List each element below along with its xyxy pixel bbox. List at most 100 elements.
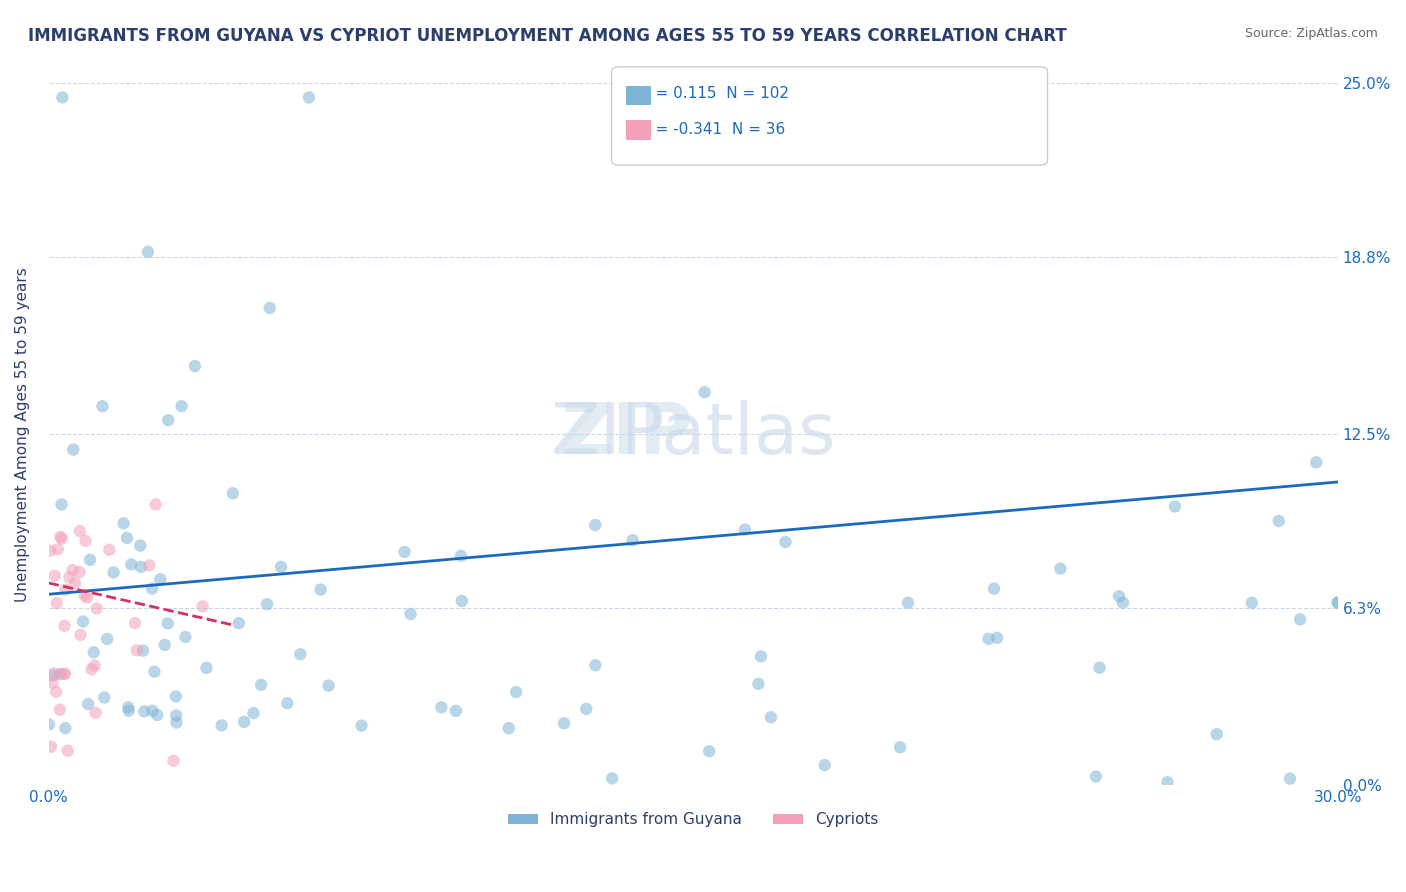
Point [1084,770,1107,784]
Point [1049,561,1071,575]
Point [1326,596,1348,610]
Point [1156,775,1178,789]
Point [814,758,837,772]
Point [444,704,467,718]
Point [58,570,80,584]
Point [184,359,207,373]
Point [1205,727,1227,741]
Point [69,524,91,538]
Point [129,560,152,574]
Point [69,565,91,579]
Point [73,589,96,603]
Point [276,696,298,710]
Point [165,690,187,704]
Point [143,665,166,679]
Point [38,717,60,731]
Point [450,594,472,608]
Point [84,706,107,720]
Point [165,708,187,723]
Point [1164,500,1187,514]
Point [1289,612,1312,626]
Point [600,772,623,786]
Point [83,658,105,673]
Point [259,301,281,315]
Point [162,754,184,768]
Point [394,545,416,559]
Point [250,678,273,692]
Point [583,518,606,533]
Point [450,549,472,563]
Point [72,615,94,629]
Point [75,533,97,548]
Point [80,662,103,676]
Point [1326,596,1348,610]
Point [270,560,292,574]
Point [134,704,156,718]
Point [53,667,76,681]
Point [1240,596,1263,610]
Point [56,744,79,758]
Text: IMMIGRANTS FROM GUYANA VS CYPRIOT UNEMPLOYMENT AMONG AGES 55 TO 59 YEARS CORRELA: IMMIGRANTS FROM GUYANA VS CYPRIOT UNEMPL… [28,27,1067,45]
Point [734,523,756,537]
Point [120,558,142,572]
Point [86,601,108,615]
Point [222,486,245,500]
Text: R = 0.115  N = 102: R = 0.115 N = 102 [640,87,789,101]
Point [141,582,163,596]
Point [117,700,139,714]
Point [62,442,84,457]
Point [77,697,100,711]
Point [1112,596,1135,610]
Point [124,616,146,631]
Point [138,558,160,573]
Point [83,645,105,659]
Point [309,582,332,597]
Point [118,704,141,718]
Point [53,582,76,597]
Point [242,706,264,720]
Point [141,704,163,718]
Point [103,566,125,580]
Point [129,539,152,553]
Point [62,563,84,577]
Point [697,744,720,758]
Point [233,714,256,729]
Point [174,630,197,644]
Point [553,716,575,731]
Point [51,90,73,104]
Point [153,638,176,652]
Point [136,244,159,259]
Point [41,675,63,690]
Point [49,530,72,544]
Point [228,616,250,631]
Point [505,685,527,699]
Point [149,572,172,586]
Point [96,632,118,646]
Point [430,700,453,714]
Point [115,531,138,545]
Text: R = -0.341  N = 36: R = -0.341 N = 36 [640,122,785,136]
Text: Source: ZipAtlas.com: Source: ZipAtlas.com [1244,27,1378,40]
Point [42,668,65,682]
Point [63,576,86,591]
Point [45,685,67,699]
Point [583,658,606,673]
Point [1305,455,1327,469]
Point [39,739,62,754]
Point [132,643,155,657]
Point [98,542,121,557]
Point [146,708,169,723]
Point [157,413,180,427]
Point [55,721,77,735]
Point [44,569,66,583]
Point [897,596,920,610]
Point [79,553,101,567]
Point [49,703,72,717]
Point [46,542,69,557]
Point [759,710,782,724]
Point [69,628,91,642]
Point [889,740,911,755]
Point [977,632,1000,646]
Point [350,718,373,732]
Point [91,399,114,413]
